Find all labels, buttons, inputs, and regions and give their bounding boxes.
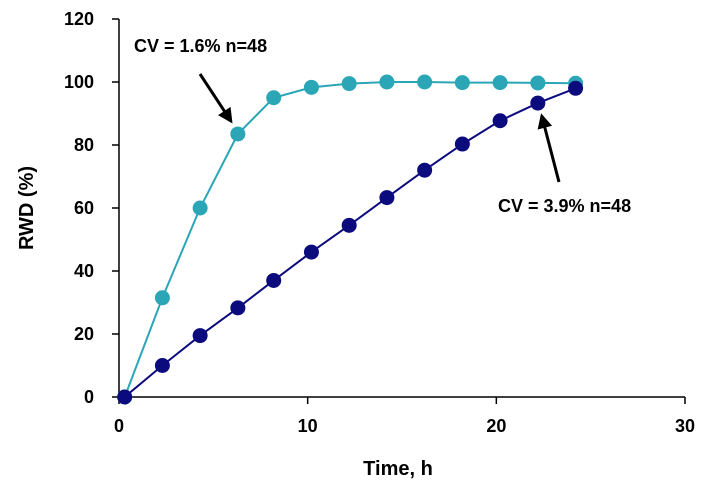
data-point (192, 328, 208, 344)
x-tick-label: 20 (486, 416, 506, 436)
data-point (417, 162, 433, 178)
data-point (303, 244, 319, 260)
data-point (117, 389, 133, 405)
data-point (492, 75, 508, 91)
data-point (492, 113, 508, 129)
y-tick-label: 100 (64, 72, 94, 92)
annotation-layer: CV = 1.6% n=48 CV = 3.9% n=48 (134, 36, 631, 216)
x-tick-label: 10 (298, 416, 318, 436)
data-point (230, 126, 246, 142)
y-tick-label: 40 (74, 261, 94, 281)
data-point (230, 300, 246, 316)
y-tick-label: 80 (74, 135, 94, 155)
data-point (192, 200, 208, 216)
data-point (568, 80, 584, 96)
data-point (303, 79, 319, 95)
x-tick-label: 0 (114, 416, 124, 436)
data-point (417, 74, 433, 90)
data-point (530, 75, 546, 91)
x-tick-label: 30 (675, 416, 695, 436)
annotation-arrow (198, 73, 233, 124)
data-point (379, 74, 395, 90)
y-tick-label: 20 (74, 324, 94, 344)
data-point (341, 76, 357, 92)
data-point (379, 190, 395, 206)
y-axis-title: RWD (%) (16, 166, 38, 250)
annotation-label: CV = 3.9% n=48 (498, 196, 631, 216)
data-point (266, 272, 282, 288)
series-line (124, 87, 576, 398)
y-tick-label: 0 (84, 387, 94, 407)
series-line (123, 81, 576, 398)
annotation-label: CV = 1.6% n=48 (134, 36, 267, 56)
data-point (154, 290, 170, 306)
annotation-arrow (537, 113, 561, 183)
data-point (154, 358, 170, 373)
series-layer (117, 74, 584, 405)
data-point (530, 95, 546, 111)
x-axis-title: Time, h (363, 458, 433, 480)
series-1 (117, 74, 584, 405)
data-point (454, 75, 470, 91)
y-tick-label: 60 (74, 198, 94, 218)
series-2 (117, 80, 584, 405)
data-point (266, 90, 282, 106)
y-tick-label: 120 (64, 9, 94, 29)
data-point (454, 136, 470, 152)
data-point (341, 217, 357, 233)
axes: 0 10 20 30 0 20 40 60 80 100 120 (64, 9, 695, 436)
